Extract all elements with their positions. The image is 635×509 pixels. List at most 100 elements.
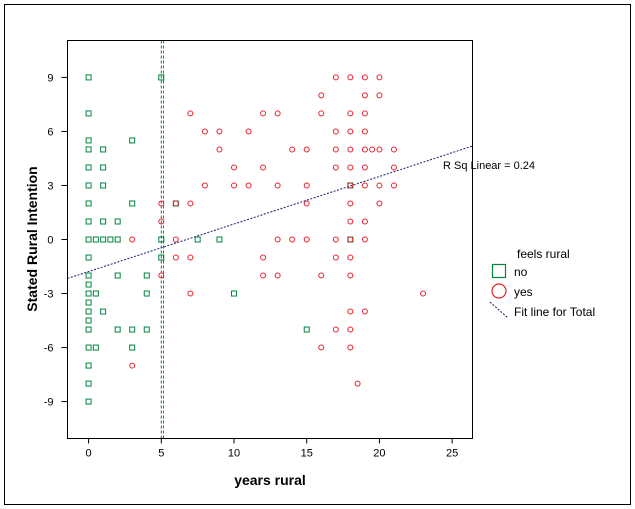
data-point-no	[114, 236, 121, 243]
data-point-yes	[245, 128, 252, 135]
data-point-yes	[347, 74, 354, 81]
data-point-yes	[347, 110, 354, 117]
y-axis-label: Stated Rural Intention	[24, 166, 40, 311]
data-point-yes	[289, 236, 296, 243]
data-point-yes	[187, 254, 194, 261]
data-point-no	[85, 146, 92, 153]
data-point-no	[129, 326, 136, 333]
data-point-yes	[274, 110, 281, 117]
data-point-yes	[274, 236, 281, 243]
data-point-yes	[274, 272, 281, 279]
data-point-yes	[187, 110, 194, 117]
data-point-no	[231, 290, 238, 297]
data-point-yes	[303, 182, 310, 189]
data-point-yes	[361, 128, 368, 135]
data-point-yes	[347, 344, 354, 351]
data-point-no	[158, 254, 165, 261]
fit-line	[67, 145, 473, 279]
data-point-no	[92, 236, 99, 243]
data-point-yes	[347, 254, 354, 261]
data-point-yes	[361, 236, 368, 243]
data-point-no	[85, 137, 92, 144]
data-point-no	[100, 182, 107, 189]
data-point-yes	[361, 110, 368, 117]
legend-marker-fit-line	[489, 301, 509, 319]
x-tick-label: 0	[86, 448, 92, 460]
data-point-yes	[260, 164, 267, 171]
data-point-no	[100, 164, 107, 171]
data-point-yes	[347, 128, 354, 135]
data-point-yes	[260, 272, 267, 279]
data-point-yes	[361, 182, 368, 189]
data-point-no	[216, 236, 223, 243]
data-point-no	[143, 272, 150, 279]
data-point-yes	[303, 200, 310, 207]
data-point-yes	[274, 182, 281, 189]
data-point-yes	[347, 326, 354, 333]
data-point-no	[85, 236, 92, 243]
r-squared-annotation: R Sq Linear = 0.24	[443, 160, 535, 172]
data-point-yes	[172, 200, 179, 207]
x-tick-label: 20	[373, 448, 385, 460]
data-point-yes	[129, 362, 136, 369]
data-point-yes	[303, 146, 310, 153]
data-point-yes	[332, 236, 339, 243]
data-point-yes	[376, 200, 383, 207]
data-point-yes	[187, 200, 194, 207]
data-point-yes	[361, 74, 368, 81]
data-point-no	[114, 218, 121, 225]
data-point-yes	[129, 236, 136, 243]
data-point-yes	[303, 236, 310, 243]
data-point-yes	[332, 326, 339, 333]
data-point-yes	[332, 74, 339, 81]
data-point-yes	[361, 308, 368, 315]
data-point-no	[143, 326, 150, 333]
data-point-no	[85, 326, 92, 333]
legend-label-fit-line: Fit line for Total	[514, 305, 595, 319]
data-point-no	[85, 272, 92, 279]
data-point-yes	[201, 128, 208, 135]
y-tick-label: 9	[47, 72, 53, 84]
data-point-yes	[260, 110, 267, 117]
data-point-no	[129, 344, 136, 351]
y-tick-label: 3	[47, 180, 53, 192]
data-point-no	[129, 137, 136, 144]
data-point-yes	[376, 182, 383, 189]
data-point-yes	[361, 218, 368, 225]
data-point-yes	[347, 218, 354, 225]
data-point-yes	[354, 380, 361, 387]
data-point-no	[85, 398, 92, 405]
data-point-no	[100, 308, 107, 315]
legend-marker-yes	[491, 283, 507, 299]
data-point-no	[85, 281, 92, 288]
x-tick-label: 25	[446, 448, 458, 460]
data-point-yes	[260, 254, 267, 261]
x-tick-label: 5	[158, 448, 164, 460]
data-point-no	[114, 326, 121, 333]
y-tick-label: 0	[47, 235, 53, 247]
data-point-yes	[332, 146, 339, 153]
y-tick-label: 6	[47, 126, 53, 138]
data-point-no	[92, 344, 99, 351]
data-point-no	[92, 290, 99, 297]
data-point-yes	[361, 92, 368, 99]
data-point-yes	[318, 272, 325, 279]
data-point-yes	[332, 254, 339, 261]
data-point-yes	[376, 92, 383, 99]
data-point-yes	[369, 146, 376, 153]
data-point-yes	[318, 110, 325, 117]
data-point-yes	[390, 182, 397, 189]
legend-label-no: no	[514, 265, 528, 279]
data-point-no	[85, 308, 92, 315]
data-point-no	[85, 254, 92, 261]
legend-marker-no	[491, 263, 507, 279]
data-point-yes	[361, 164, 368, 171]
data-point-yes	[420, 290, 427, 297]
data-point-no	[85, 299, 92, 306]
data-point-no	[158, 74, 165, 81]
data-point-yes	[332, 164, 339, 171]
legend-label-yes: yes	[514, 285, 533, 299]
data-point-yes	[201, 182, 208, 189]
outer-frame	[4, 4, 631, 505]
data-point-no	[85, 317, 92, 324]
